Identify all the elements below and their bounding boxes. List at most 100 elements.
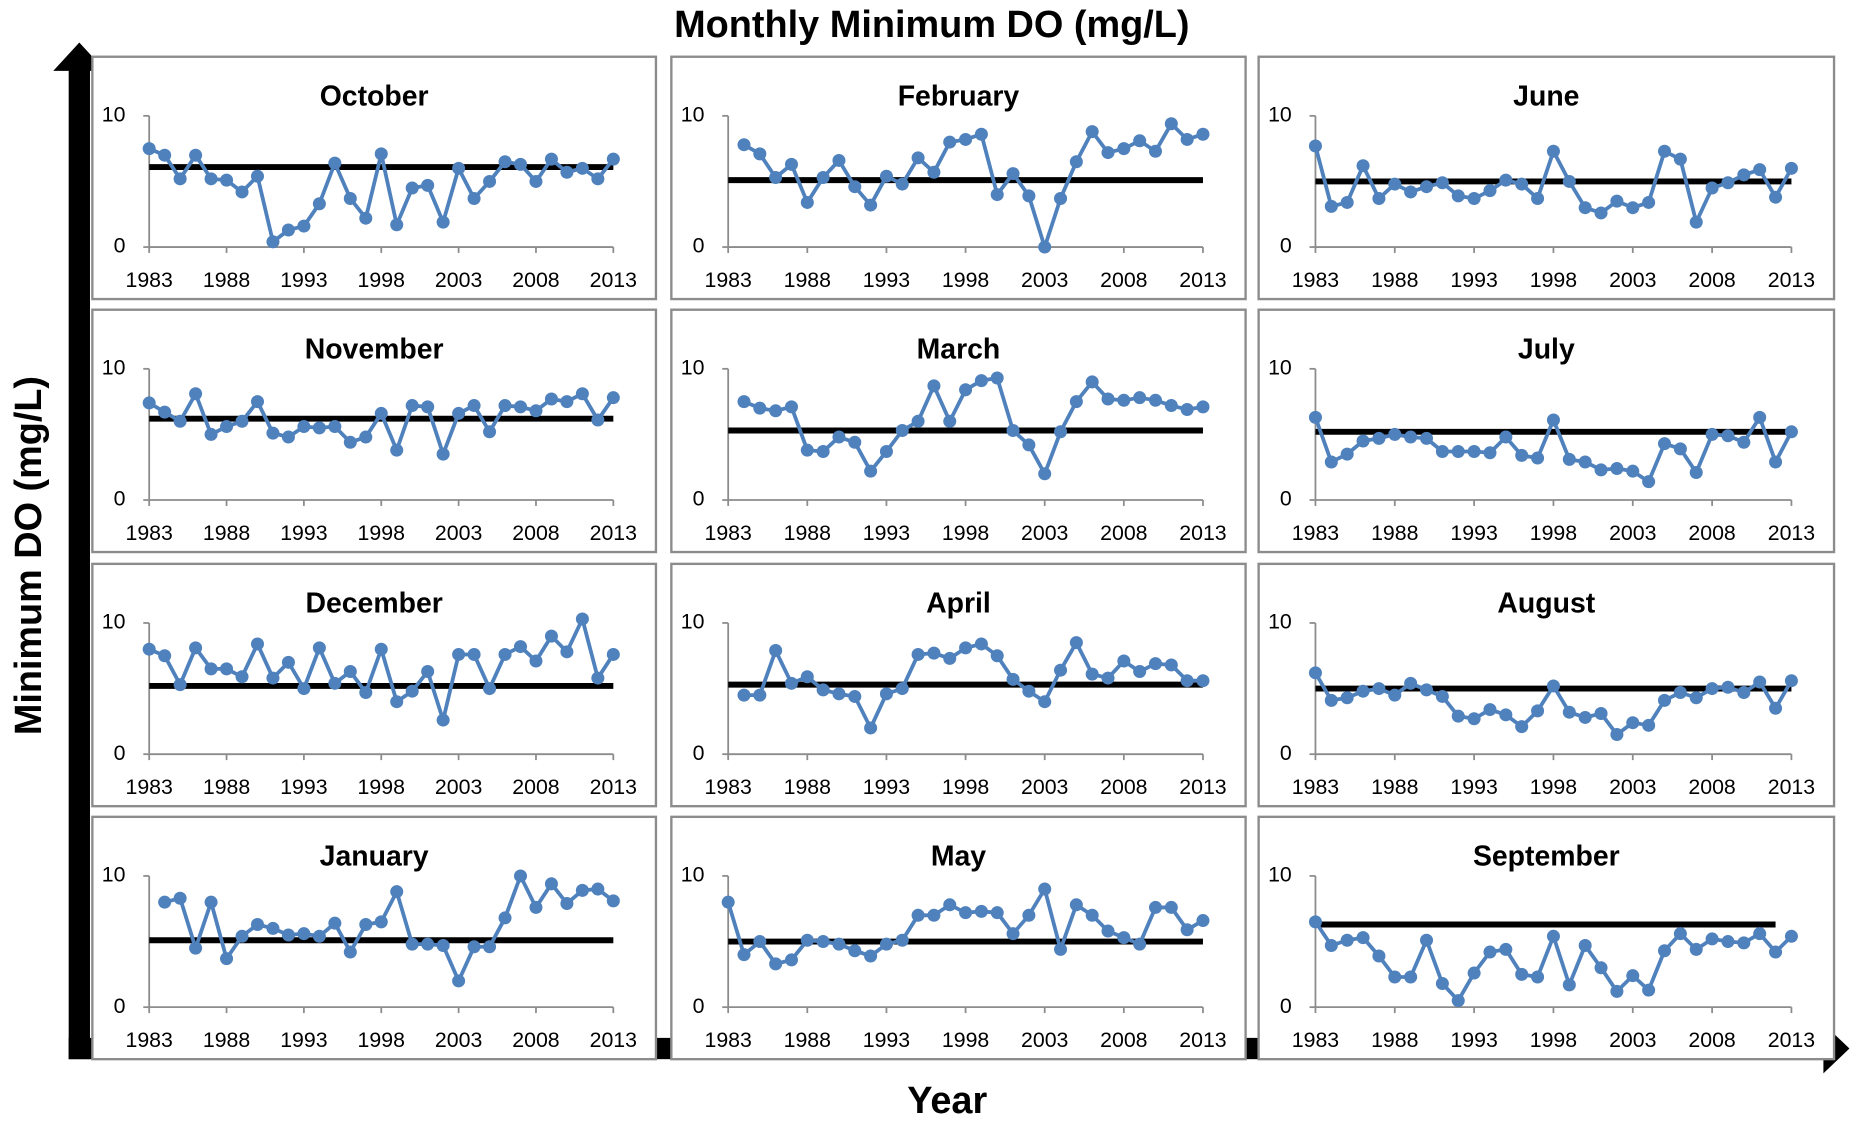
data-point — [1324, 693, 1338, 707]
data-point — [1148, 144, 1163, 158]
data-point — [498, 155, 512, 169]
data-point — [1180, 402, 1194, 416]
data-point — [1356, 434, 1370, 448]
data-point — [467, 647, 481, 661]
data-point — [374, 915, 388, 929]
x-tick-label: 2008 — [512, 268, 559, 292]
x-tick-label: 1993 — [1450, 1028, 1497, 1052]
data-point — [1038, 467, 1052, 481]
data-point — [721, 895, 735, 909]
data-point — [343, 945, 357, 959]
data-point — [959, 906, 973, 920]
data-point — [1164, 117, 1178, 131]
panel-title: March — [917, 334, 1001, 366]
data-point — [1642, 718, 1656, 732]
data-point — [1483, 184, 1497, 198]
data-point — [1515, 967, 1529, 981]
data-point — [1673, 442, 1687, 456]
data-point — [173, 172, 187, 186]
data-point — [1164, 900, 1178, 914]
y-arrow-shaft — [68, 66, 90, 1060]
data-point — [436, 447, 450, 461]
data-point — [1721, 680, 1735, 694]
data-point — [1531, 192, 1545, 206]
x-tick-label: 1983 — [1292, 775, 1339, 799]
data-point — [1006, 423, 1020, 437]
data-point — [1340, 691, 1354, 705]
x-tick-label: 2008 — [1688, 268, 1735, 292]
data-point — [1594, 206, 1608, 220]
x-tick-label: 2003 — [1609, 268, 1656, 292]
data-point — [1499, 942, 1513, 956]
data-point — [1435, 176, 1449, 190]
data-point — [1721, 176, 1735, 190]
data-point — [158, 895, 172, 909]
data-point — [1610, 194, 1624, 208]
data-point — [297, 219, 311, 233]
data-point — [1657, 944, 1672, 958]
x-tick-label: 1988 — [203, 1028, 250, 1052]
data-point — [281, 655, 295, 669]
panel: September 0 10 1983 1988 1993 1998 2003 2008 2013 — [1257, 815, 1836, 1061]
data-point — [943, 135, 957, 149]
x-tick-label: 2013 — [1768, 1028, 1815, 1052]
x-tick-label: 1993 — [1450, 268, 1497, 292]
data-point — [1721, 935, 1735, 949]
data-point — [467, 399, 481, 413]
x-tick-label: 2013 — [1179, 268, 1226, 292]
data-point — [1308, 139, 1322, 153]
data-point — [1657, 437, 1672, 451]
x-tick-label: 2013 — [1179, 775, 1226, 799]
data-point — [1705, 932, 1719, 946]
data-point — [753, 147, 767, 161]
data-point — [204, 895, 218, 909]
x-tick-label: 2008 — [1100, 775, 1147, 799]
data-point — [1689, 942, 1703, 956]
data-point — [1753, 675, 1767, 689]
x-tick-label: 2003 — [1021, 1028, 1068, 1052]
data-point — [832, 687, 846, 701]
data-point — [560, 645, 574, 659]
data-point — [250, 637, 264, 651]
data-point — [343, 665, 357, 679]
data-point — [1562, 174, 1576, 188]
data-point — [1467, 192, 1481, 206]
data-point — [1451, 189, 1465, 203]
data-point — [328, 156, 342, 170]
data-point — [769, 171, 783, 185]
data-point — [513, 157, 528, 171]
panel-title: April — [926, 588, 991, 620]
x-tick-label: 1988 — [1371, 1028, 1418, 1052]
y-tick-label: 10 — [102, 355, 126, 379]
panel-title: November — [305, 334, 444, 366]
x-tick-label: 2003 — [1021, 775, 1068, 799]
data-point — [1101, 392, 1115, 406]
x-tick-label: 1988 — [1371, 775, 1418, 799]
panel: January 0 10 1983 1988 1993 1998 2003 2008 2013 — [91, 815, 658, 1061]
data-point — [1324, 938, 1338, 952]
y-tick-label: 0 — [693, 234, 705, 258]
x-tick-label: 1993 — [1450, 775, 1497, 799]
data-point — [1753, 410, 1767, 424]
data-point — [1737, 168, 1751, 182]
x-tick-label: 1988 — [203, 268, 250, 292]
data-point — [943, 898, 957, 912]
x-tick-label: 2008 — [1100, 1028, 1147, 1052]
data-point — [1022, 908, 1036, 922]
data-point — [1435, 689, 1449, 703]
panel: April 0 10 1983 1988 1993 1998 2003 2008 2013 — [670, 562, 1247, 808]
data-point — [1673, 152, 1687, 166]
data-point — [421, 665, 435, 679]
data-point — [1404, 676, 1418, 690]
data-point — [784, 953, 798, 967]
x-tick-label: 2003 — [1609, 775, 1656, 799]
data-point — [1467, 966, 1481, 980]
data-point — [1085, 667, 1099, 681]
panel-frame — [91, 308, 658, 554]
data-point — [390, 885, 404, 899]
data-point — [895, 933, 909, 947]
data-point — [281, 928, 295, 942]
data-point — [1388, 688, 1402, 702]
data-point — [1578, 938, 1592, 952]
data-point — [911, 647, 925, 661]
